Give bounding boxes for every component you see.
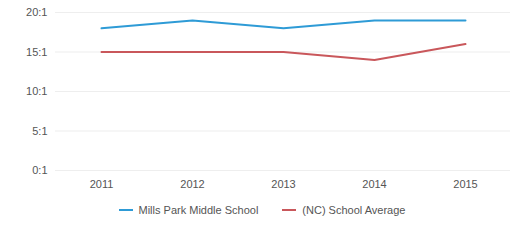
svg-text:2013: 2013 bbox=[271, 178, 295, 190]
html-text:Mills Park Middle School: Mills Park Middle School bbox=[138, 204, 259, 216]
svg-text:2014: 2014 bbox=[362, 178, 386, 190]
html-text:(NC) School Average: (NC) School Average bbox=[302, 204, 406, 216]
svg-text:10:1: 10:1 bbox=[26, 85, 47, 97]
svg-text:2015: 2015 bbox=[453, 178, 477, 190]
svg-text:15:1: 15:1 bbox=[26, 46, 47, 58]
svg-text:2011: 2011 bbox=[90, 178, 114, 190]
svg-text:5:1: 5:1 bbox=[32, 125, 47, 137]
svg-text:20:1: 20:1 bbox=[26, 6, 47, 18]
svg-text:2012: 2012 bbox=[180, 178, 204, 190]
svg-text:0:1: 0:1 bbox=[32, 164, 47, 176]
